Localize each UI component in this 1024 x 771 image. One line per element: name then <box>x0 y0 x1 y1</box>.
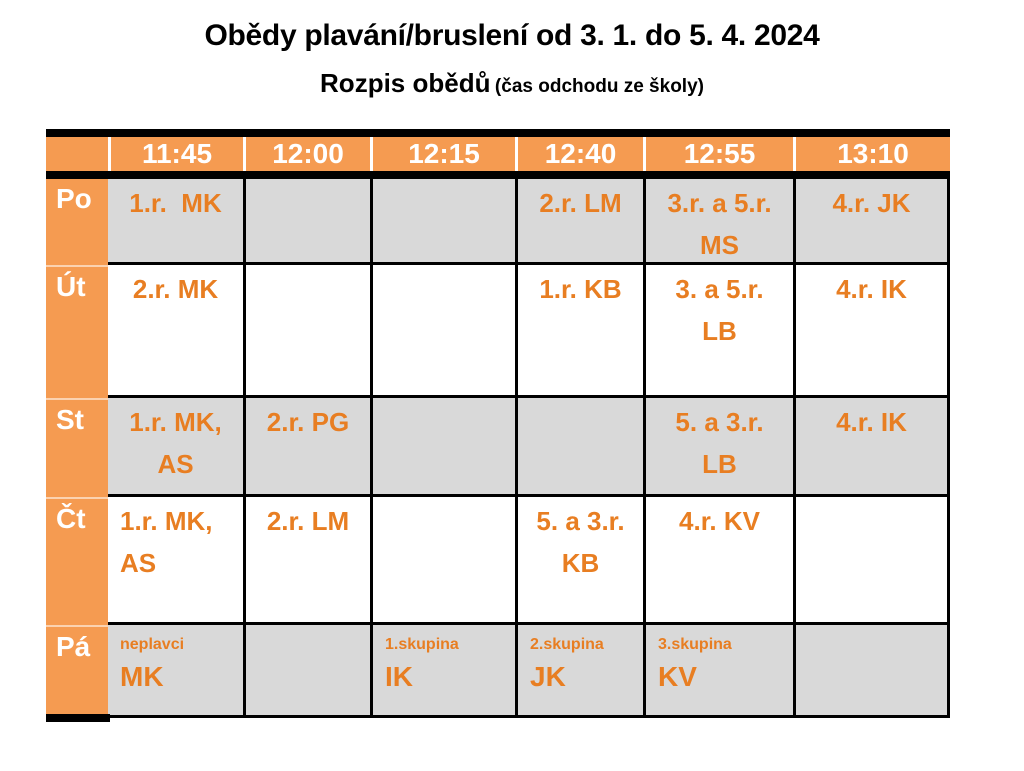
cell-po-1145: 1.r. MK <box>108 179 243 265</box>
cell-text: 1.r. MK, AS <box>129 407 222 480</box>
day-label-po: Po <box>46 179 108 265</box>
cell-po-1215 <box>370 179 515 265</box>
cell-pa-1200 <box>243 625 370 718</box>
cell-ct-1240: 5. a 3.r. KB <box>515 497 643 625</box>
time-header-row: 11:45 12:00 12:15 12:40 12:55 13:10 <box>46 137 950 171</box>
cell-st-1255: 5. a 3.r. LB <box>643 398 793 497</box>
cell-text: JK <box>530 661 566 693</box>
cell-st-1310: 4.r. IK <box>793 398 950 497</box>
cell-group-note: 2.skupina <box>530 636 604 653</box>
day-label-st: St <box>46 398 108 497</box>
schedule-row-ct: Čt 1.r. MK, AS 2.r. LM 5. a 3.r. KB 4.r. KV <box>46 497 950 625</box>
cell-pa-1310 <box>793 625 950 718</box>
cell-ut-1255: 3. a 5.r. LB <box>643 265 793 398</box>
cell-text: 2.r. MK <box>132 274 219 304</box>
schedule-table: 11:45 12:00 12:15 12:40 12:55 13:10 Po 1.r. MK… <box>46 129 950 722</box>
cell-ct-1200: 2.r. LM <box>243 497 370 625</box>
cell-ut-1145: 2.r. MK <box>108 265 243 398</box>
header-corner-spacer <box>46 137 108 171</box>
cell-group-note: neplavci <box>120 636 185 653</box>
cell-pa-1145: neplavci MK <box>108 625 243 718</box>
time-header-1145: 11:45 <box>108 137 243 171</box>
cell-pa-1215: 1.skupina IK <box>370 625 515 718</box>
cell-st-1145: 1.r. MK, AS <box>108 398 243 497</box>
time-header-1200: 12:00 <box>243 137 370 171</box>
cell-pa-1240: 2.skupina JK <box>515 625 643 718</box>
cell-text: 2.r. PG <box>266 407 350 437</box>
top-border-bar <box>46 129 950 137</box>
cell-text: MK <box>120 661 164 693</box>
cell-text: 5. a 3.r. KB <box>536 506 625 579</box>
time-header-1310: 13:10 <box>793 137 950 171</box>
cell-text: 1.r. MK <box>129 188 222 218</box>
cell-ct-1255: 4.r. KV <box>643 497 793 625</box>
subtitle-main: Rozpis obědů <box>320 68 491 98</box>
page-title: Obědy plavání/bruslení od 3. 1. do 5. 4.… <box>204 19 820 52</box>
cell-ct-1145: 1.r. MK, AS <box>108 497 243 625</box>
cell-text: 1.r. MK, AS <box>120 506 213 579</box>
cell-po-1240: 2.r. LM <box>515 179 643 265</box>
day-label-ct: Čt <box>46 497 108 625</box>
cell-ct-1215 <box>370 497 515 625</box>
cell-text: 2.r. LM <box>266 506 350 536</box>
bottom-border-bar <box>46 714 110 722</box>
cell-text: 5. a 3.r. LB <box>675 407 764 480</box>
cell-text: 4.r. JK <box>832 188 911 218</box>
time-header-1215: 12:15 <box>370 137 515 171</box>
cell-ut-1240: 1.r. KB <box>515 265 643 398</box>
cell-text: 4.r. IK <box>836 274 907 304</box>
cell-text: IK <box>385 661 413 693</box>
cell-st-1200: 2.r. PG <box>243 398 370 497</box>
cell-text: 2.r. LM <box>539 188 622 218</box>
cell-group-note: 1.skupina <box>385 636 459 653</box>
cell-text: 4.r. KV <box>679 506 760 536</box>
cell-group-note: 3.skupina <box>658 636 732 653</box>
cell-text: 3.r. a 5.r. MS <box>667 188 772 261</box>
cell-po-1255: 3.r. a 5.r. MS <box>643 179 793 265</box>
cell-text: 3. a 5.r. LB <box>675 274 764 347</box>
cell-pa-1255: 3.skupina KV <box>643 625 793 718</box>
cell-po-1310: 4.r. JK <box>793 179 950 265</box>
cell-st-1215 <box>370 398 515 497</box>
cell-ut-1200 <box>243 265 370 398</box>
cell-ut-1215 <box>370 265 515 398</box>
schedule-row-ut: Út 2.r. MK 1.r. KB 3. a 5.r. LB 4.r. IK <box>46 265 950 398</box>
time-header-1240: 12:40 <box>515 137 643 171</box>
day-label-ut: Út <box>46 265 108 398</box>
cell-text: 1.r. KB <box>539 274 622 304</box>
cell-text: KV <box>658 661 697 693</box>
schedule-row-st: St 1.r. MK, AS 2.r. PG 5. a 3.r. LB 4.r. IK <box>46 398 950 497</box>
page-subtitle: Rozpis obědů (čas odchodu ze školy) <box>0 67 1024 104</box>
header-bottom-bar <box>46 171 950 179</box>
cell-ct-1310 <box>793 497 950 625</box>
subtitle-note: (čas odchodu ze školy) <box>494 76 704 97</box>
cell-po-1200 <box>243 179 370 265</box>
cell-text: 4.r. IK <box>836 407 907 437</box>
cell-st-1240 <box>515 398 643 497</box>
time-header-1255: 12:55 <box>643 137 793 171</box>
day-label-pa: Pá <box>46 625 108 718</box>
schedule-row-pa: Pá neplavci MK 1.skupina IK 2.skupina JK 3.skup… <box>46 625 950 718</box>
schedule-row-po: Po 1.r. MK 2.r. LM 3.r. a 5.r. MS 4.r. JK <box>46 179 950 265</box>
schedule-body: Po 1.r. MK 2.r. LM 3.r. a 5.r. MS 4.r. JK Út 2… <box>46 179 950 718</box>
cell-ut-1310: 4.r. IK <box>793 265 950 398</box>
